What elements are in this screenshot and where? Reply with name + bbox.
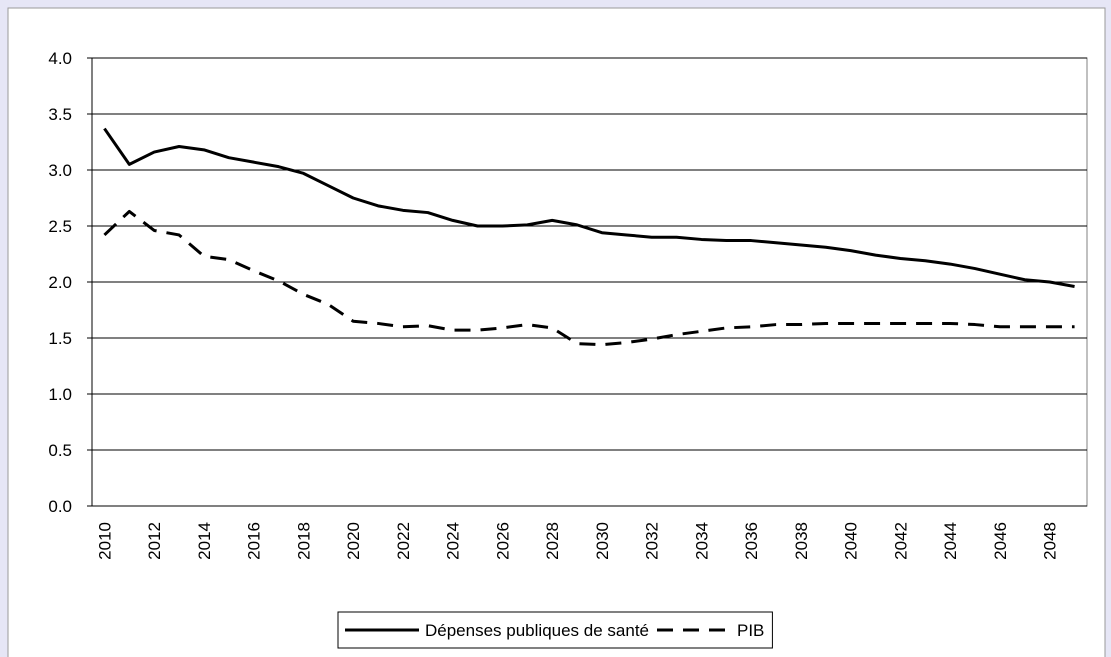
x-tick-label: 2020	[344, 522, 363, 560]
x-tick-label: 2024	[444, 522, 463, 560]
x-tick-label: 2048	[1041, 522, 1060, 560]
y-tick-label: 2.0	[48, 273, 72, 292]
y-tick-label: 0.5	[48, 441, 72, 460]
x-tick-label: 2016	[245, 522, 264, 560]
y-tick-label: 4.0	[48, 49, 72, 68]
series-line	[103, 127, 1075, 288]
x-tick-label: 2030	[593, 522, 612, 560]
x-tick-label: 2032	[643, 522, 662, 560]
x-tick-label: 2044	[941, 522, 960, 560]
y-tick-label: 0.0	[48, 497, 72, 516]
y-tick-label: 1.0	[48, 385, 72, 404]
x-tick-label: 2028	[543, 522, 562, 560]
y-tick-label: 2.5	[48, 217, 72, 236]
x-tick-label: 2026	[493, 522, 512, 560]
x-tick-label: 2046	[991, 522, 1010, 560]
x-tick-label: 2012	[145, 522, 164, 560]
x-tick-label: 2034	[692, 522, 711, 560]
series-line	[103, 209, 1075, 347]
y-tick-label: 1.5	[48, 329, 72, 348]
x-tick-label: 2040	[842, 522, 861, 560]
x-tick-label: 2014	[195, 522, 214, 560]
x-tick-label: 2010	[95, 522, 114, 560]
legend-label: Dépenses publiques de santé	[425, 621, 649, 640]
x-tick-label: 2038	[792, 522, 811, 560]
y-tick-label: 3.5	[48, 105, 72, 124]
x-tick-label: 2022	[394, 522, 413, 560]
legend: Dépenses publiques de santé PIB	[337, 611, 773, 649]
x-tick-label: 2042	[891, 522, 910, 560]
x-tick-label: 2018	[294, 522, 313, 560]
x-tick-label: 2036	[742, 522, 761, 560]
y-tick-label: 3.0	[48, 161, 72, 180]
legend-label: PIB	[737, 621, 764, 640]
